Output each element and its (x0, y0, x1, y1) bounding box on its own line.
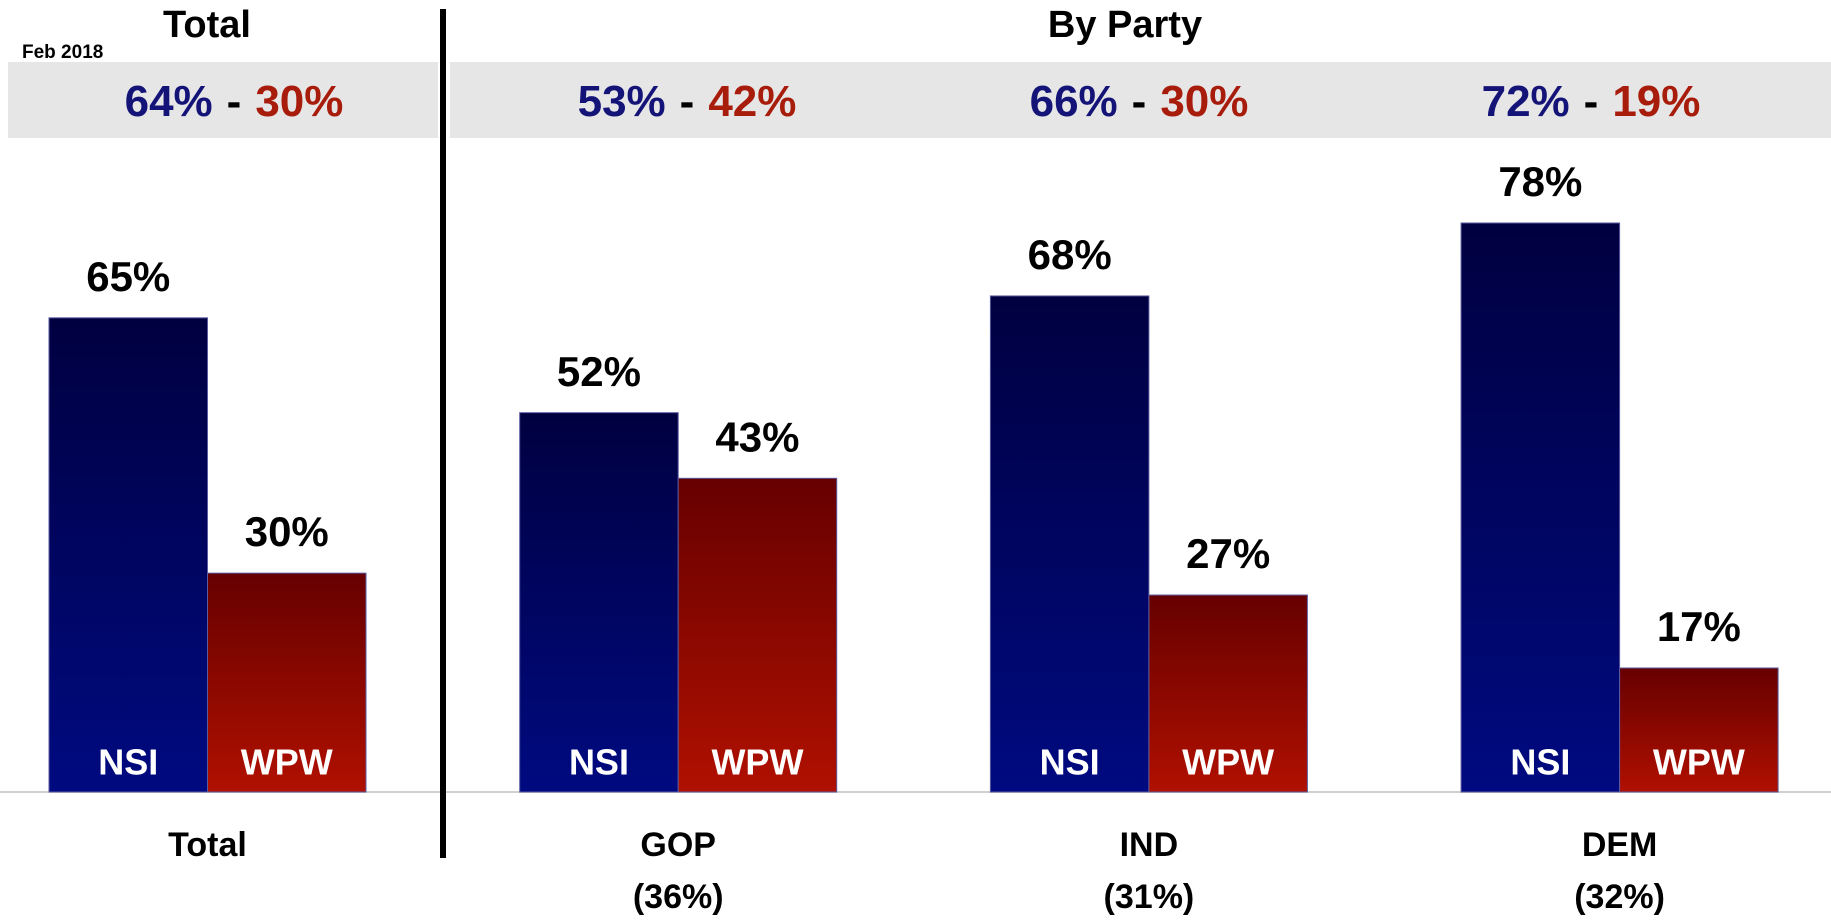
bar (519, 412, 679, 793)
summary-part: - (680, 77, 695, 126)
summary-part: 42% (708, 77, 796, 126)
bar (48, 317, 208, 793)
summary: 72% -19% (1482, 77, 1701, 126)
summary-part: - (227, 77, 242, 126)
summary: 64% -30% (125, 77, 344, 126)
series-label: NSI (98, 742, 158, 783)
summary-part: 19% (1612, 77, 1700, 126)
bar (207, 572, 367, 793)
x-tick-label: DEM (1582, 826, 1658, 864)
summary-part: 64% (125, 77, 213, 126)
value-label: 78% (1498, 158, 1582, 205)
x-tick-sublabel: (32%) (1574, 878, 1665, 916)
value-label: 17% (1657, 603, 1741, 650)
summary-part: - (1584, 77, 1599, 126)
x-tick-label: IND (1120, 826, 1179, 864)
chart-subtitle: By Party (1048, 4, 1202, 46)
series-label: WPW (241, 742, 333, 783)
bar (1619, 667, 1779, 793)
summary-part: 66% (1030, 77, 1118, 126)
series-label: NSI (1040, 742, 1100, 783)
summary-part: 53% (578, 77, 666, 126)
value-label: 65% (86, 253, 170, 300)
bar (677, 477, 838, 793)
x-tick-sublabel: (36%) (633, 878, 724, 916)
series-label: NSI (569, 742, 629, 783)
bar (1460, 222, 1621, 793)
chart-title: Total (163, 4, 251, 46)
summary: 66% -30% (1030, 77, 1249, 126)
x-tick-label: GOP (640, 826, 716, 864)
summary-part: - (1132, 77, 1147, 126)
value-label: 68% (1028, 231, 1112, 278)
summary-part: 30% (255, 77, 343, 126)
value-label: 43% (715, 413, 799, 460)
series-label: WPW (711, 742, 803, 783)
value-label: 27% (1186, 530, 1270, 577)
summary-band (450, 62, 1831, 138)
series-label: WPW (1653, 742, 1745, 783)
summary: 53% -42% (578, 77, 797, 126)
bar (989, 295, 1150, 793)
summary-part: 72% (1482, 77, 1570, 126)
series-label: WPW (1182, 742, 1274, 783)
x-tick-sublabel: (31%) (1104, 878, 1195, 916)
date-label: Feb 2018 (22, 42, 103, 63)
value-label: 52% (557, 348, 641, 395)
summary-part: 30% (1160, 77, 1248, 126)
series-label: NSI (1510, 742, 1570, 783)
bar (1148, 594, 1308, 793)
x-tick-label: Total (168, 826, 247, 864)
summary-band (8, 62, 438, 138)
value-label: 30% (245, 508, 329, 555)
